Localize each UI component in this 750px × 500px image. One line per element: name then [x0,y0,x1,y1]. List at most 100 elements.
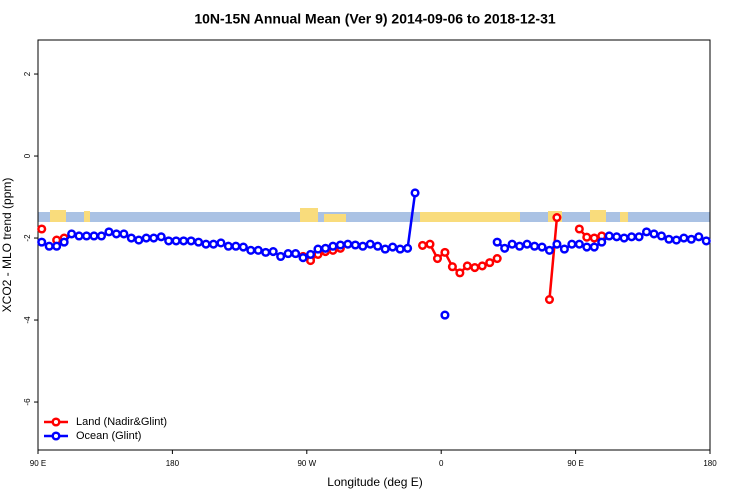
data-point [641,227,652,237]
data-point [544,294,555,305]
data-point [298,253,308,263]
data-point [164,236,174,246]
data-point [313,244,323,254]
data-point [305,249,316,259]
data-point [417,240,428,250]
data-point [52,241,62,251]
data-point [574,224,584,234]
data-point [104,227,114,237]
x-tick-label: 90 E [567,459,583,468]
x-tick-label: 90 E [30,459,46,468]
data-point [537,242,547,252]
data-point [44,241,54,251]
data-point [320,243,331,253]
legend-label: Ocean (Glint) [76,430,141,442]
plot-frame [37,39,711,451]
land-ocean-band [38,208,710,222]
data-point [365,239,375,249]
data-point [447,262,457,272]
data-point [440,310,450,320]
data-point [193,237,204,247]
data-point [686,234,696,244]
data-point [656,231,667,241]
data-point [388,242,398,252]
legend: Land (Nadir&Glint) Ocean (Glint) [44,416,167,442]
data-point [96,231,107,241]
data-point [664,234,674,244]
data-point [276,251,286,262]
data-point [216,238,226,248]
data-point [246,245,256,255]
data-point [679,233,689,243]
data-point [74,231,84,241]
data-point [425,239,435,249]
data-point [589,242,599,252]
data-point [619,233,629,243]
data-point [440,247,450,257]
data-point [373,241,383,251]
data-point [544,245,555,255]
data-point [470,263,480,273]
legend-label: Land (Nadir&Glint) [76,416,167,428]
y-axis-label: XCO2 - MLO trend (ppm) [0,178,14,313]
data-point [529,241,540,251]
data-point [111,229,121,239]
data-point [283,249,293,259]
x-tick-label: 180 [703,459,717,468]
data-point [597,237,607,247]
x-tick-label: 90 W [297,459,316,468]
data-point [179,236,189,246]
data-point [208,239,219,249]
data-point [358,241,368,251]
data-point [701,236,711,246]
data-point [67,229,77,239]
data-point [485,258,495,268]
data-point [649,229,659,239]
data-point [141,233,151,243]
chart-title: 10N-15N Annual Mean (Ver 9) 2014-09-06 t… [194,11,556,27]
data-point [59,237,69,247]
data-point [455,268,465,278]
data-point [149,233,159,243]
data-point [477,261,487,271]
data-point [432,253,443,264]
x-tick-label: 180 [166,459,180,468]
data-point [403,243,413,253]
data-point [552,212,562,223]
data-point [522,239,532,249]
data-point [186,236,196,246]
data-point [223,241,233,251]
series-line [56,217,603,300]
data-point [37,224,47,234]
data-point [268,247,278,257]
data-point [559,244,569,254]
data-point [507,239,517,249]
legend-marker [51,417,61,427]
data-point [134,235,144,245]
data-point [582,242,592,252]
data-point [261,247,271,257]
data-point [634,232,644,242]
y-tick-label: 0 [23,153,32,158]
data-point [589,233,599,243]
data-point [567,239,577,249]
data-point [238,242,248,252]
data-point [582,232,592,242]
data-point [604,231,614,241]
data-point [492,237,502,247]
data-point [380,244,390,254]
data-point [343,239,353,249]
x-tick-label: 0 [439,459,444,468]
y-tick-label: -4 [23,316,32,324]
data-point [462,261,472,271]
data-point [395,244,405,254]
data-point [350,240,360,250]
data-point [552,239,562,249]
data-point [37,237,47,247]
data-point [291,249,301,259]
data-point [171,236,181,246]
data-point [515,241,525,251]
data-point [328,241,338,251]
data-point [500,243,510,253]
